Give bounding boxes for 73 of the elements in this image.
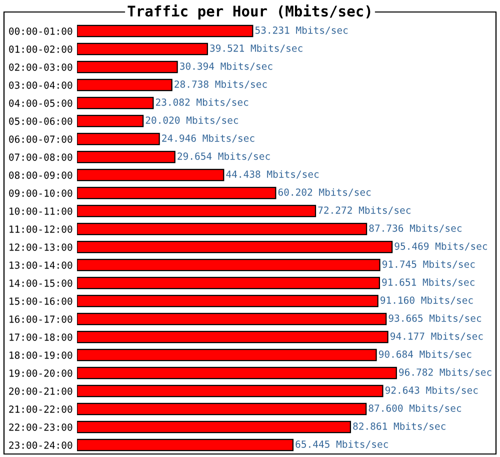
data-label: 93.665 Mbits/sec [388,314,482,323]
bar [77,330,388,344]
y-tick-label: 08:00-09:00 [9,172,72,179]
bar [77,24,254,38]
y-tick-label: 16:00-17:00 [10,316,72,323]
data-label: 39.521 Mbits/sec [210,44,302,53]
data-label: 92.643 Mbits/sec [385,386,478,395]
bar [77,42,208,56]
data-label: 95.469 Mbits/sec [394,242,487,251]
bar [77,240,393,254]
bar [77,402,367,416]
data-label: 24.946 Mbits/sec [162,134,254,143]
y-tick-label: 19:00-20:00 [10,370,72,377]
data-label: 65.445 Mbits/sec [296,440,388,449]
bar [77,312,387,326]
bar [77,132,160,146]
y-tick-label: 04:00-05:00 [9,100,72,107]
y-tick-label: 06:00-07:00 [9,136,72,143]
data-label: 91.160 Mbits/sec [380,296,473,305]
bar [77,96,154,110]
y-tick-label: 02:00-03:00 [9,64,72,71]
bar [77,114,144,128]
data-label: 91.651 Mbits/sec [382,278,474,287]
y-tick-label: 23:00-24:00 [9,442,72,449]
bar [77,78,172,92]
y-tick-label: 01:00-02:00 [9,46,72,53]
bar [77,204,316,218]
data-label: 30.394 Mbits/sec [180,62,272,71]
data-label: 44.438 Mbits/sec [226,170,319,179]
y-tick-label: 15:00-16:00 [10,298,72,305]
data-label: 72.272 Mbits/sec [318,206,410,215]
data-label: 87.736 Mbits/sec [369,224,462,233]
data-label: 87.600 Mbits/sec [368,404,462,413]
y-tick-label: 17:00-18:00 [10,334,72,341]
data-label: 90.684 Mbits/sec [378,350,472,359]
bar [77,420,352,434]
data-label: 20.020 Mbits/sec [146,116,238,125]
data-label: 60.202 Mbits/sec [278,188,371,197]
bar [77,150,176,164]
y-tick-label: 10:00-11:00 [10,208,72,215]
y-tick-label: 21:00-22:00 [9,406,72,413]
bar [77,294,378,308]
y-tick-label: 07:00-08:00 [9,154,72,161]
bar [77,384,384,398]
y-tick-label: 12:00-13:00 [10,244,72,251]
bar [77,186,276,200]
bar [77,168,224,182]
y-tick-label: 09:00-10:00 [9,190,72,197]
data-label: 53.231 Mbits/sec [255,26,348,35]
bar [77,438,294,452]
bar [77,60,178,74]
data-label: 96.782 Mbits/sec [399,368,492,377]
bar [77,348,377,362]
y-tick-label: 11:00-12:00 [10,226,72,233]
y-tick-label: 22:00-23:00 [9,424,72,431]
data-label: 23.082 Mbits/sec [156,98,248,107]
y-tick-label: 20:00-21:00 [9,388,72,395]
y-tick-label: 18:00-19:00 [10,352,72,359]
bar [77,222,368,236]
data-label: 94.177 Mbits/sec [390,332,483,341]
data-label: 28.738 Mbits/sec [174,80,267,89]
bar [77,366,397,380]
y-tick-label: 00:00-01:00 [9,28,72,35]
data-label: 29.654 Mbits/sec [178,152,270,161]
y-tick-label: 03:00-04:00 [9,82,72,89]
y-tick-label: 05:00-06:00 [9,118,72,125]
data-label: 91.745 Mbits/sec [382,260,475,269]
data-label: 82.861 Mbits/sec [353,422,446,431]
y-tick-label: 13:00-14:00 [10,262,72,269]
bar [77,258,380,272]
chart-title: Traffic per Hour (Mbits/sec) [128,4,370,20]
y-tick-label: 14:00-15:00 [10,280,72,287]
bar [77,276,380,290]
